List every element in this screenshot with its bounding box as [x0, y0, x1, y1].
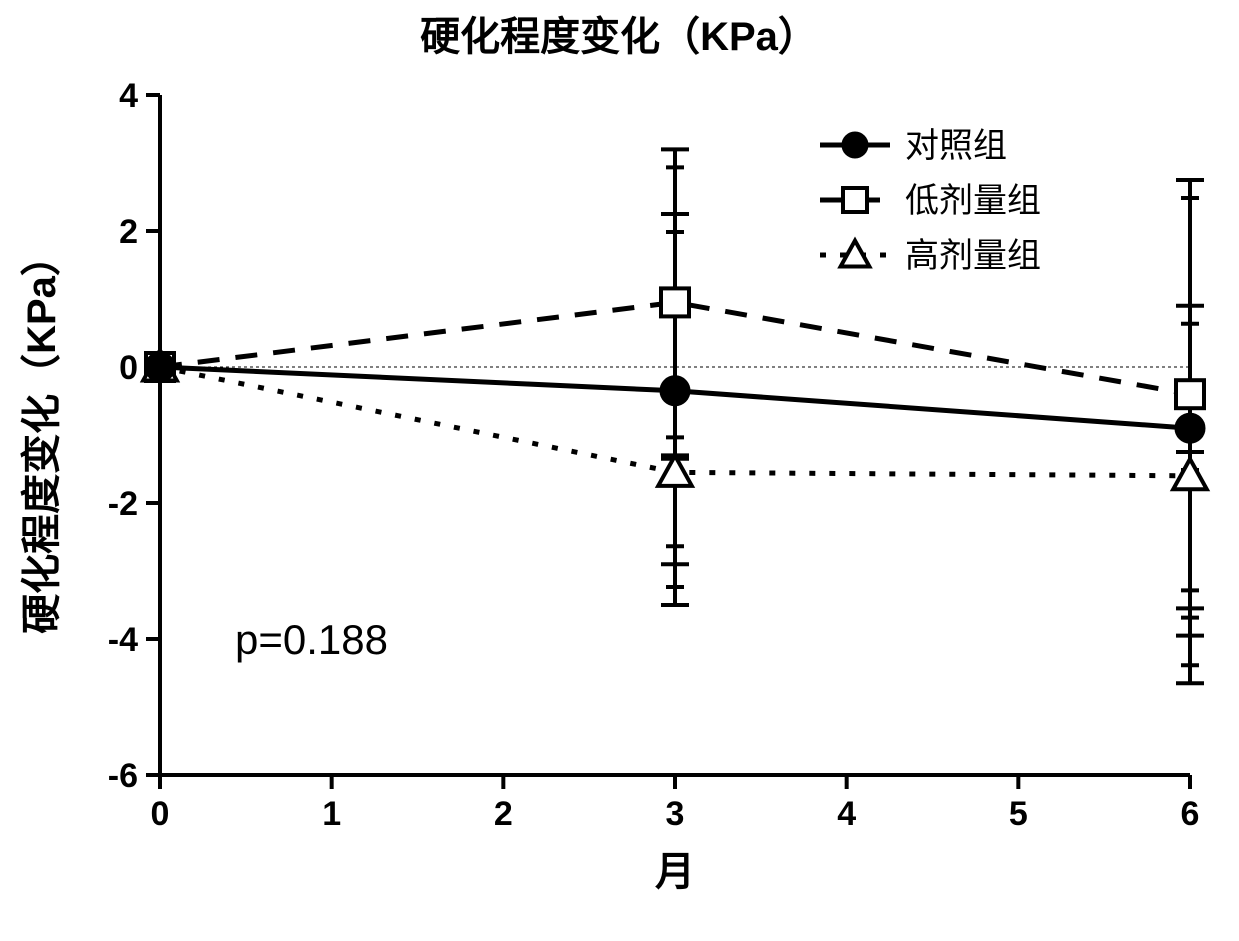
x-axis-label: 月 [655, 850, 695, 894]
marker-control [661, 377, 689, 405]
y-axis-label-group: 硬化程度变化（KPa） [20, 236, 64, 634]
x-tick-label: 2 [494, 795, 513, 833]
y-tick-label: -4 [108, 621, 138, 659]
legend-label: 对照组 [905, 127, 1007, 165]
x-tick-label: 3 [666, 795, 685, 833]
y-axis-label: 硬化程度变化（KPa） [20, 236, 64, 634]
legend-item-low: 低剂量组 [820, 182, 1041, 220]
marker-low [661, 288, 689, 316]
marker-low [1176, 380, 1204, 408]
y-tick-label: 0 [119, 349, 138, 387]
x-tick-label: 0 [151, 795, 170, 833]
x-tick-label: 5 [1009, 795, 1028, 833]
y-tick-label: -6 [108, 757, 138, 795]
legend-item-high: 高剂量组 [820, 237, 1041, 275]
x-tick-label: 4 [837, 795, 856, 833]
y-tick-label: -2 [108, 485, 138, 523]
x-tick-label: 1 [322, 795, 341, 833]
chart-title: 硬化程度变化（KPa） [420, 15, 818, 59]
x-tick-label: 6 [1181, 795, 1200, 833]
y-tick-label: 4 [119, 77, 138, 115]
marker-high [1173, 459, 1207, 489]
legend-item-control: 对照组 [820, 127, 1007, 165]
p-value-annotation: p=0.188 [235, 616, 388, 663]
chart-svg: 硬化程度变化（KPa） 0 1 2 3 4 5 6 -6 -4 -2 0 2 4 月 硬化程度变化（KPa） p… [0, 0, 1239, 941]
chart-container: 硬化程度变化（KPa） 0 1 2 3 4 5 6 -6 -4 -2 0 2 4 月 硬化程度变化（KPa） p… [0, 0, 1239, 941]
marker-control [1176, 414, 1204, 442]
y-tick-label: 2 [119, 213, 138, 251]
legend-label: 高剂量组 [905, 237, 1041, 275]
legend-label: 低剂量组 [905, 182, 1041, 220]
